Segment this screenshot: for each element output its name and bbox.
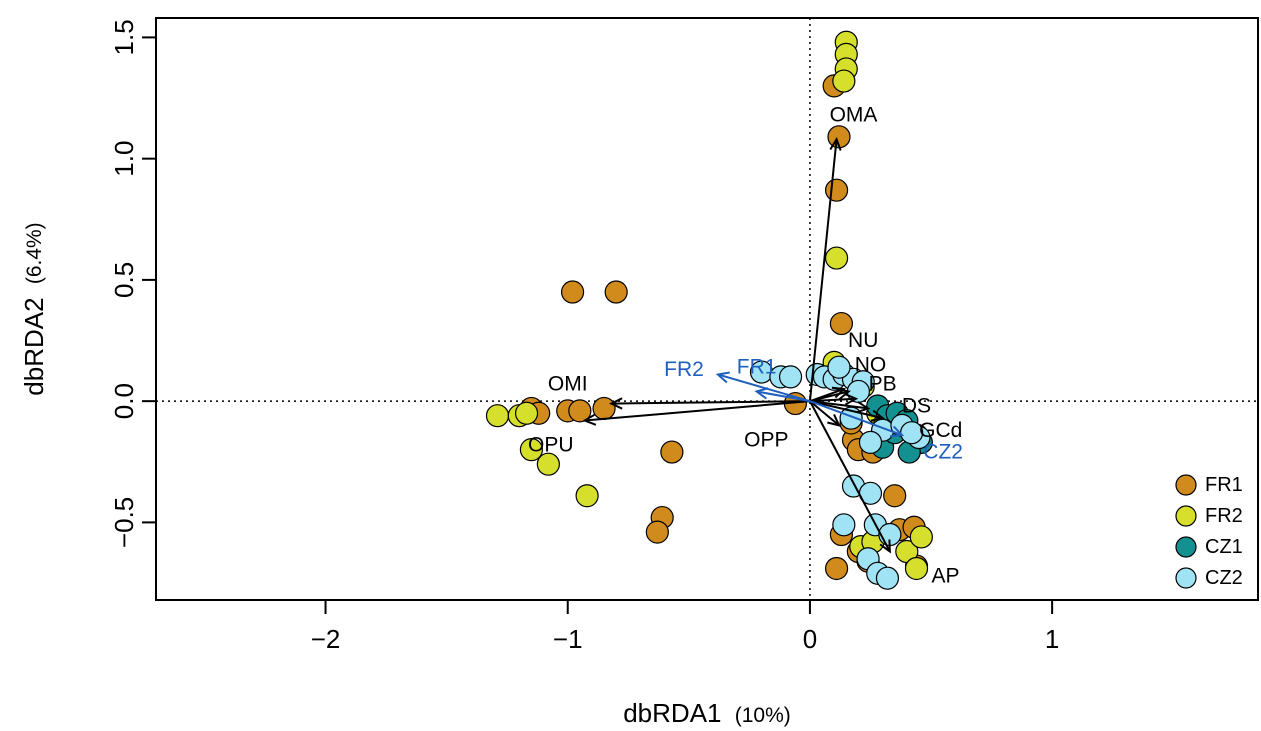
- arrowhead-ds: [856, 401, 871, 414]
- x-axis: −2 −1 0 1: [311, 599, 1059, 654]
- arrow-pb: [809, 397, 857, 403]
- y-tick-label: −0.5: [109, 497, 139, 548]
- point-fr1: [645, 520, 669, 544]
- x-axis-title-percent: (10%): [735, 704, 791, 727]
- point-fr1: [660, 440, 684, 464]
- point-fr2: [904, 556, 929, 581]
- point-cz2: [832, 513, 856, 537]
- arrow-fr1: [756, 390, 811, 403]
- y-tick-label: 1.0: [109, 141, 139, 177]
- vector-label-oma: OMA: [830, 104, 878, 127]
- y-axis-title: dbRDA2 (6.4%): [19, 222, 49, 395]
- y-axis: −0.5 0.0 0.5 1.0 1.5: [109, 19, 157, 548]
- point-fr1: [592, 396, 616, 421]
- point-fr2: [514, 401, 539, 425]
- vector-label-nu: NU: [848, 329, 878, 352]
- arrowhead-cz2: [889, 425, 905, 438]
- y-axis-title-percent: (6.4%): [23, 222, 46, 284]
- plot-frame: [155, 17, 1259, 601]
- vector-label-omi: OMI: [548, 373, 588, 396]
- vector-label-gcd: GCd: [919, 419, 962, 442]
- arrow-gcd: [809, 400, 883, 420]
- point-fr2: [909, 525, 933, 549]
- point-fr1: [560, 280, 585, 304]
- point-fr2: [832, 69, 856, 93]
- arrow-opu: [584, 400, 811, 422]
- arrowhead-ap: [879, 539, 891, 554]
- arrow-ap: [809, 400, 891, 552]
- legend-marker-cz1: [1175, 536, 1197, 558]
- point-fr2: [536, 452, 560, 476]
- arrowhead-fr1: [754, 387, 769, 400]
- point-cz2: [875, 566, 900, 590]
- legend-marker-cz2: [1175, 567, 1197, 589]
- vector-label-pb: PB: [869, 373, 897, 396]
- x-tick-label: 0: [803, 624, 817, 654]
- x-tick-label: 1: [1045, 624, 1059, 654]
- legend-marker-fr1: [1175, 474, 1197, 496]
- x-axis-title-main: dbRDA1: [623, 698, 721, 728]
- legend-label-cz2: CZ2: [1205, 567, 1243, 589]
- vector-label-fr2: FR2: [664, 358, 704, 381]
- legend-label-fr2: FR2: [1205, 505, 1243, 527]
- point-fr1: [824, 178, 849, 202]
- arrow-fr2: [717, 373, 811, 403]
- point-fr1: [604, 280, 628, 304]
- y-tick-label: 1.5: [109, 19, 139, 55]
- legend-label-cz1: CZ1: [1205, 536, 1243, 558]
- point-fr1: [883, 484, 907, 508]
- vector-label-ap: AP: [932, 564, 960, 587]
- vector-label-ds: DS: [902, 395, 931, 418]
- vector-label-fr1: FR1: [737, 356, 777, 379]
- arrowhead-opp: [827, 414, 841, 427]
- arrow-no: [809, 390, 849, 403]
- point-fr2: [519, 438, 544, 462]
- point-cz2: [827, 355, 851, 379]
- point-fr2: [485, 404, 510, 428]
- y-tick-label: 0.5: [109, 262, 139, 298]
- point-fr1: [824, 556, 849, 581]
- legend-label-fr1: FR1: [1205, 474, 1243, 496]
- vector-label-opu: OPU: [528, 433, 574, 456]
- arrowhead-opu: [582, 413, 597, 426]
- arrowhead-pb: [844, 393, 859, 406]
- legend: FR1 FR2 CZ1 CZ2: [1175, 474, 1243, 589]
- x-tick-label: −1: [553, 624, 583, 654]
- point-fr1: [568, 399, 592, 423]
- vector-label-no: NO: [855, 353, 887, 376]
- arrow-omi: [611, 400, 810, 405]
- point-fr2: [575, 484, 599, 508]
- arrow-oma: [808, 139, 838, 402]
- arrowhead-oma: [829, 136, 842, 151]
- arrowhead-no: [836, 388, 851, 400]
- vector-label-opp: OPP: [744, 428, 788, 451]
- x-axis-title: dbRDA1 (10%): [623, 698, 791, 728]
- point-cz2: [858, 430, 883, 454]
- point-cz2: [778, 365, 803, 389]
- arrow-ds: [809, 400, 869, 410]
- arrowhead-gcd: [870, 409, 885, 422]
- y-axis-title-main: dbRDA2: [19, 297, 49, 395]
- points-layer: [485, 30, 933, 590]
- arrow-opp: [809, 400, 840, 427]
- point-fr1: [829, 311, 854, 336]
- legend-marker-fr2: [1175, 505, 1197, 527]
- arrowhead-omi: [609, 397, 623, 410]
- reference-lines: [156, 18, 1258, 600]
- vector-label-cz2: CZ2: [923, 441, 963, 464]
- y-tick-label: 0.0: [109, 383, 139, 419]
- arrowhead-fr2: [715, 371, 730, 384]
- x-tick-label: −2: [311, 624, 341, 654]
- point-fr2: [824, 246, 849, 270]
- arrow-cz2: [809, 400, 903, 437]
